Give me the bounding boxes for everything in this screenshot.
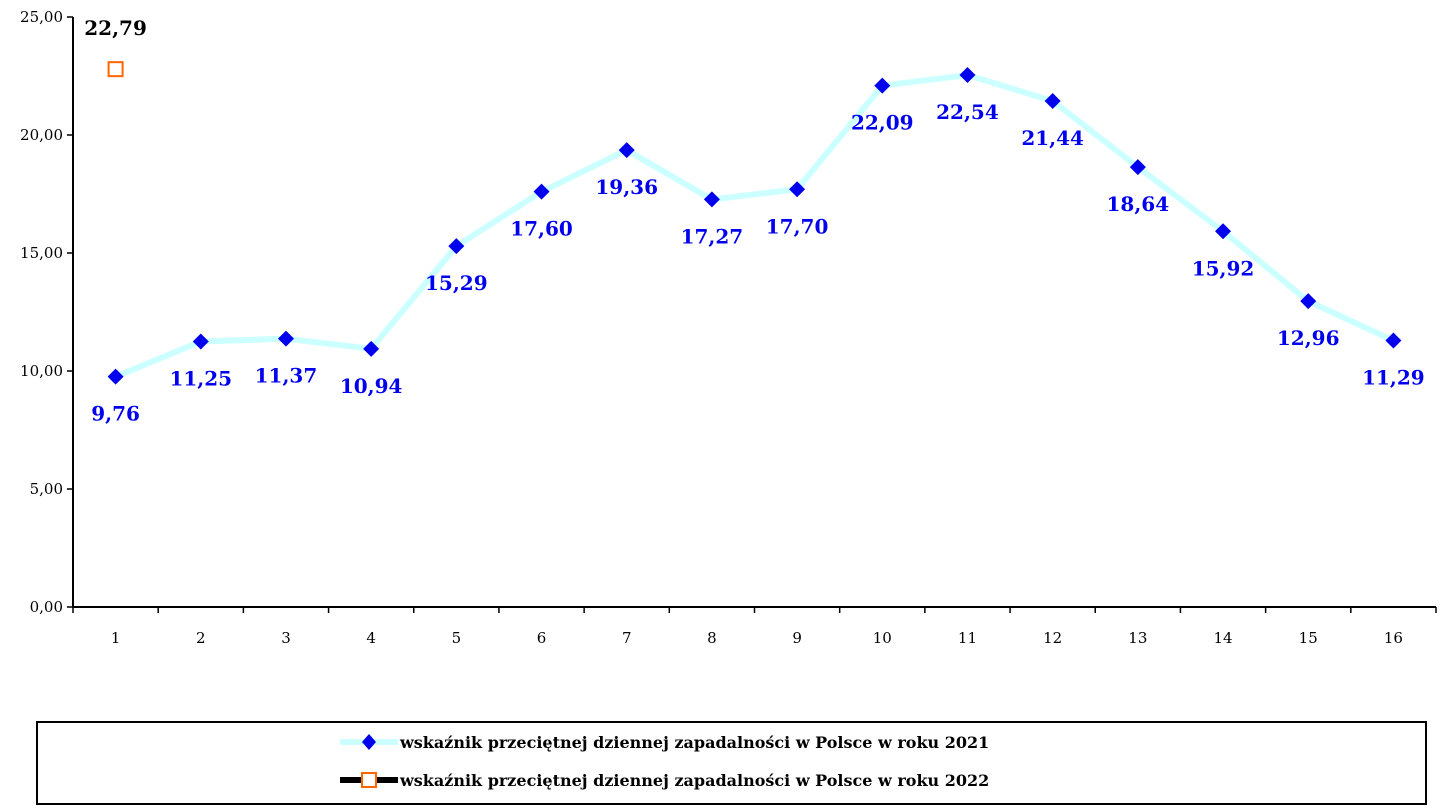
- x-tick-label: 7: [622, 629, 632, 647]
- series-2021-data-label: 11,25: [169, 367, 232, 391]
- series-2021-point: [363, 340, 380, 357]
- series-2021-data-label: 15,29: [425, 271, 488, 295]
- x-tick-label: 15: [1299, 629, 1318, 647]
- series-2021-data-label: 17,27: [681, 224, 744, 248]
- x-tick-label: 11: [958, 629, 977, 647]
- series-2021-point: [277, 330, 294, 347]
- series-2021-data-label: 12,96: [1277, 326, 1340, 350]
- y-tick-label: 25,00: [20, 8, 63, 26]
- x-tick-label: 13: [1128, 629, 1147, 647]
- series-2021-point: [192, 333, 209, 350]
- series-2021-point: [959, 67, 976, 84]
- series-2021-data-label: 18,64: [1107, 192, 1170, 216]
- y-tick-label: 20,00: [20, 126, 63, 144]
- series-2022-point: [107, 61, 124, 78]
- series-2021-data-label: 22,54: [936, 100, 999, 124]
- series-2021-point: [448, 238, 465, 255]
- x-tick-label: 14: [1213, 629, 1232, 647]
- series-2022: 22,79: [84, 16, 147, 78]
- series-2021-data-label: 11,37: [255, 364, 318, 388]
- series-2021-data-label: 21,44: [1021, 126, 1084, 150]
- series-2021-data-label: 10,94: [340, 374, 403, 398]
- series-2021-point: [874, 77, 891, 94]
- series-2021-point: [789, 181, 806, 198]
- series-2021-line: [114, 72, 1395, 380]
- series-2021-data-label: 15,92: [1192, 256, 1255, 280]
- y-tick-label: 0,00: [30, 598, 63, 616]
- series-2022-data-label: 22,79: [84, 16, 147, 40]
- series-2021-data-label: 17,70: [766, 214, 829, 238]
- series-2021-point: [1385, 332, 1402, 349]
- series-2021-point: [1215, 223, 1232, 240]
- x-tick-label: 3: [281, 629, 291, 647]
- x-tick-label: 12: [1043, 629, 1062, 647]
- x-tick-label: 6: [537, 629, 547, 647]
- x-tick-label: 16: [1384, 629, 1403, 647]
- legend-item-2022: wskaźnik przeciętnej dziennej zapadalnoś…: [340, 771, 989, 790]
- x-tick-label: 10: [873, 629, 892, 647]
- series-2021-data-label: 19,36: [595, 175, 658, 199]
- series-2021-data-label: 17,60: [510, 217, 573, 241]
- legend: wskaźnik przeciętnej dziennej zapadalnoś…: [36, 721, 1427, 805]
- legend-box: [36, 721, 1427, 805]
- x-tick-label: 5: [452, 629, 462, 647]
- series-2021-point: [1044, 93, 1061, 110]
- series-2021-point: [1129, 159, 1146, 176]
- y-tick-label: 15,00: [20, 244, 63, 262]
- x-tick-label: 8: [707, 629, 717, 647]
- x-tick-label: 1: [111, 629, 121, 647]
- legend-label-2022: wskaźnik przeciętnej dziennej zapadalnoś…: [399, 771, 989, 790]
- series-2021-data-label: 9,76: [91, 402, 140, 426]
- y-tick-label: 10,00: [20, 362, 63, 380]
- x-tick-label: 2: [196, 629, 206, 647]
- series-2021-point: [1300, 293, 1317, 310]
- legend-label-2021: wskaźnik przeciętnej dziennej zapadalnoś…: [399, 733, 989, 752]
- x-tick-label: 4: [366, 629, 376, 647]
- series-2021-point: [618, 142, 635, 159]
- legend-marker-2021: [362, 734, 376, 750]
- series-2021-point: [107, 368, 124, 385]
- series-2021-data-label: 22,09: [851, 111, 914, 135]
- series-2021-point: [533, 183, 550, 200]
- y-tick-label: 5,00: [30, 480, 63, 498]
- series-2021-data-label: 11,29: [1362, 366, 1425, 390]
- legend-item-2021: wskaźnik przeciętnej dziennej zapadalnoś…: [340, 733, 989, 752]
- x-tick-label: 9: [792, 629, 802, 647]
- series-2021-point: [703, 191, 720, 208]
- series-2021: 9,76 11,25 11,37 10,94 15,29 17,60 19,36 17,27 1…: [91, 67, 1425, 426]
- legend-marker-2022: [361, 772, 377, 788]
